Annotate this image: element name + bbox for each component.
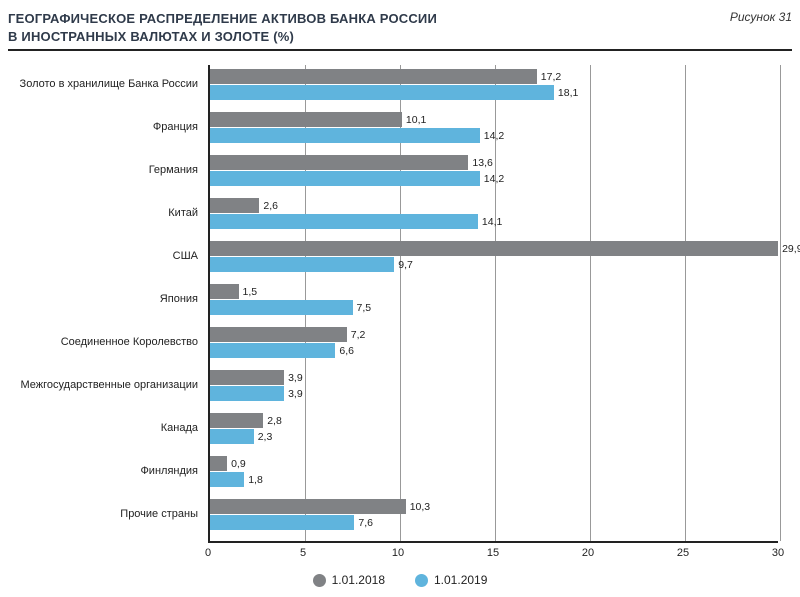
bar-value-label: 17,2 <box>541 72 561 83</box>
bar <box>210 515 354 530</box>
gridline <box>590 65 591 541</box>
bar-value-label: 10,1 <box>406 115 426 126</box>
category-label: Прочие страны <box>8 508 198 520</box>
legend-label: 1.01.2018 <box>332 573 385 587</box>
category-label: США <box>8 250 198 262</box>
plot-area: 17,218,110,114,213,614,22,614,129,99,71,… <box>208 65 778 543</box>
bar <box>210 198 259 213</box>
bar <box>210 300 353 315</box>
category-label: Япония <box>8 293 198 305</box>
legend-label: 1.01.2019 <box>434 573 487 587</box>
bar <box>210 241 778 256</box>
bar-value-label: 14,1 <box>482 217 502 228</box>
bar <box>210 214 478 229</box>
x-tick-label: 25 <box>677 547 689 559</box>
chart-header: ГЕОГРАФИЧЕСКОЕ РАСПРЕДЕЛЕНИЕ АКТИВОВ БАН… <box>8 10 792 51</box>
bar-value-label: 7,2 <box>351 330 366 341</box>
chart-title: ГЕОГРАФИЧЕСКОЕ РАСПРЕДЕЛЕНИЕ АКТИВОВ БАН… <box>8 10 437 45</box>
legend-swatch <box>313 574 326 587</box>
category-label: Франция <box>8 121 198 133</box>
bar <box>210 85 554 100</box>
category-label: Германия <box>8 164 198 176</box>
bar-value-label: 9,7 <box>398 260 413 271</box>
gridline <box>780 65 781 541</box>
category-label: Межгосударственные организации <box>8 379 198 391</box>
bar <box>210 112 402 127</box>
bar <box>210 370 284 385</box>
chart-legend: 1.01.2018 1.01.2019 <box>8 573 792 587</box>
bar <box>210 429 254 444</box>
category-label: Канада <box>8 422 198 434</box>
bar <box>210 472 244 487</box>
gridline <box>685 65 686 541</box>
bar <box>210 284 239 299</box>
legend-swatch <box>415 574 428 587</box>
bar-value-label: 10,3 <box>410 502 430 513</box>
bar-value-label: 3,9 <box>288 373 303 384</box>
bar-value-label: 29,9 <box>782 244 800 255</box>
x-tick-label: 20 <box>582 547 594 559</box>
x-tick-label: 30 <box>772 547 784 559</box>
category-label: Финляндия <box>8 465 198 477</box>
bar-value-label: 3,9 <box>288 389 303 400</box>
bar-value-label: 14,2 <box>484 131 504 142</box>
x-tick-label: 15 <box>487 547 499 559</box>
legend-item: 1.01.2018 <box>313 573 385 587</box>
bar <box>210 171 480 186</box>
chart-title-line2: В ИНОСТРАННЫХ ВАЛЮТАХ И ЗОЛОТЕ (%) <box>8 29 294 44</box>
x-tick-label: 0 <box>205 547 211 559</box>
chart-title-line1: ГЕОГРАФИЧЕСКОЕ РАСПРЕДЕЛЕНИЕ АКТИВОВ БАН… <box>8 11 437 26</box>
category-label: Золото в хранилище Банка России <box>8 78 198 90</box>
bar <box>210 456 227 471</box>
bar <box>210 499 406 514</box>
bar-value-label: 18,1 <box>558 88 578 99</box>
bar-value-label: 7,5 <box>357 303 372 314</box>
x-tick-label: 10 <box>392 547 404 559</box>
bar-value-label: 7,6 <box>358 518 373 529</box>
bar-value-label: 2,6 <box>263 201 278 212</box>
bar-value-label: 6,6 <box>339 346 354 357</box>
bar <box>210 128 480 143</box>
bar <box>210 386 284 401</box>
bar-value-label: 0,9 <box>231 459 246 470</box>
bar <box>210 413 263 428</box>
legend-item: 1.01.2019 <box>415 573 487 587</box>
bar-value-label: 2,8 <box>267 416 282 427</box>
bar-value-label: 1,8 <box>248 475 263 486</box>
bar <box>210 343 335 358</box>
bar-value-label: 2,3 <box>258 432 273 443</box>
bar <box>210 257 394 272</box>
bar <box>210 155 468 170</box>
x-tick-label: 5 <box>300 547 306 559</box>
bar-value-label: 13,6 <box>472 158 492 169</box>
category-label: Китай <box>8 207 198 219</box>
category-label: Соединенное Королевство <box>8 336 198 348</box>
bar-value-label: 14,2 <box>484 174 504 185</box>
bar <box>210 69 537 84</box>
bar <box>210 327 347 342</box>
bar-chart: 17,218,110,114,213,614,22,614,129,99,71,… <box>8 65 790 567</box>
figure-number: Рисунок 31 <box>722 10 792 24</box>
bar-value-label: 1,5 <box>243 287 258 298</box>
